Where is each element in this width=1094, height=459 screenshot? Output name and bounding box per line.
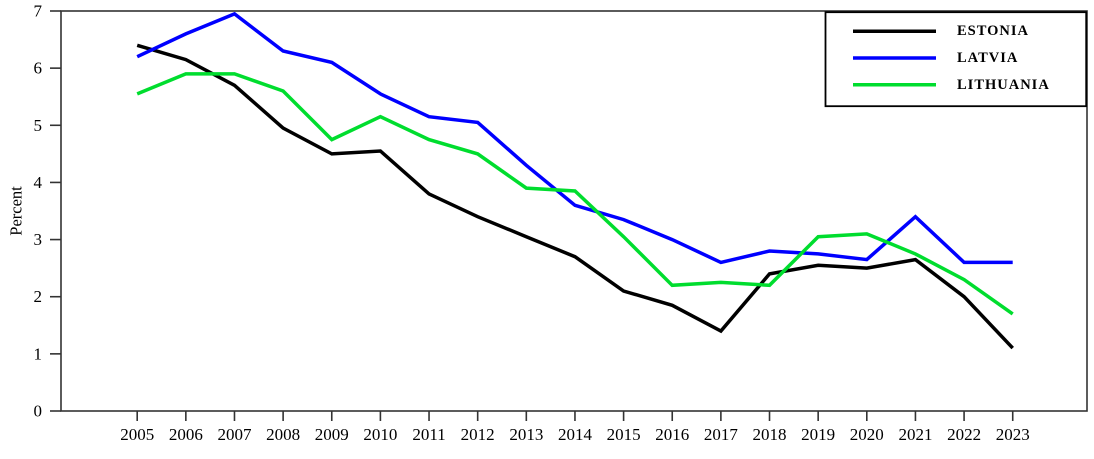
x-tick-label: 2007 bbox=[217, 425, 252, 444]
plot-area-border bbox=[60, 10, 1088, 412]
x-tick-label: 2011 bbox=[412, 425, 445, 444]
y-tick-label: 2 bbox=[34, 287, 43, 306]
x-tick-label: 2008 bbox=[266, 425, 300, 444]
x-tick-label: 2010 bbox=[363, 425, 397, 444]
y-tick-label: 6 bbox=[34, 59, 43, 78]
y-tick-label: 0 bbox=[34, 402, 43, 421]
y-tick-label: 1 bbox=[34, 344, 43, 363]
x-tick-label: 2013 bbox=[509, 425, 543, 444]
legend-label-estonia: ESTONIA bbox=[957, 23, 1029, 39]
y-tick-label: 7 bbox=[34, 2, 43, 21]
x-tick-label: 2020 bbox=[850, 425, 884, 444]
y-tick-label: 4 bbox=[34, 173, 43, 192]
x-tick-label: 2018 bbox=[753, 425, 787, 444]
x-tick-label: 2016 bbox=[655, 425, 689, 444]
x-tick-label: 2015 bbox=[607, 425, 641, 444]
x-tick-label: 2005 bbox=[120, 425, 154, 444]
legend-label-latvia: LATVIA bbox=[957, 50, 1018, 66]
x-tick-label: 2012 bbox=[461, 425, 495, 444]
legend-label-lithuania: LITHUANIA bbox=[957, 77, 1050, 93]
x-tick-label: 2006 bbox=[169, 425, 203, 444]
x-tick-label: 2009 bbox=[315, 425, 349, 444]
x-tick-label: 2021 bbox=[898, 425, 932, 444]
x-tick-label: 2017 bbox=[704, 425, 739, 444]
series-line-latvia bbox=[136, 11, 1013, 265]
y-tick-label: 5 bbox=[34, 116, 43, 135]
series-line-lithuania bbox=[136, 72, 1014, 316]
x-tick-label: 2014 bbox=[558, 425, 593, 444]
series-line-estonia bbox=[136, 43, 1014, 350]
y-tick-label: 3 bbox=[34, 230, 43, 249]
x-tick-label: 2022 bbox=[947, 425, 981, 444]
x-tick-label: 2019 bbox=[801, 425, 835, 444]
x-tick-label: 2023 bbox=[996, 425, 1030, 444]
y-axis-title: Percent bbox=[7, 186, 26, 236]
